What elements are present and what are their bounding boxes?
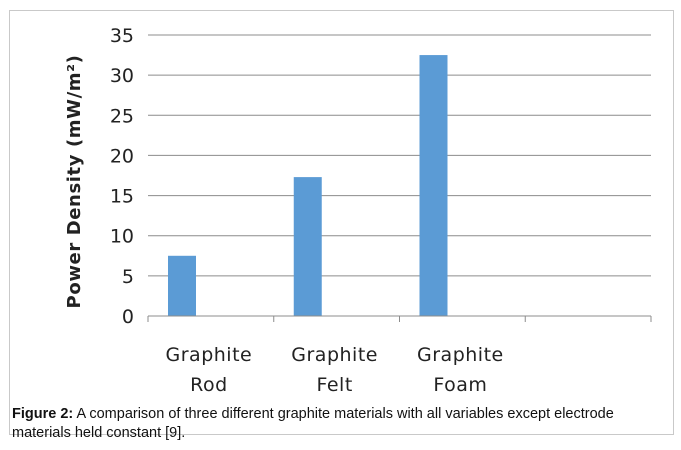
y-tick-label: 0 (122, 306, 134, 328)
x-tick-label: Graphite (291, 344, 378, 366)
y-tick-labels: 0 5 10 15 20 25 30 35 (110, 25, 134, 328)
bars (168, 55, 448, 316)
y-tick-label: 35 (110, 25, 134, 47)
bar-0 (168, 255, 196, 316)
figure-caption: Figure 2: A comparison of three differen… (12, 405, 667, 443)
axes (147, 315, 652, 322)
y-tick-label: 20 (110, 145, 134, 167)
caption-label: Figure 2: (12, 406, 74, 422)
y-axis-label: Power Density (mW/m²) (64, 55, 85, 309)
chart-frame (9, 10, 674, 435)
y-tick-label: 25 (110, 105, 134, 127)
y-tick-label: 30 (110, 65, 134, 87)
bar-2 (419, 55, 448, 316)
gridlines (148, 34, 651, 277)
y-tick-label: 5 (122, 266, 134, 288)
x-tick-labels: Graphite Rod Graphite Felt Graphite Foam (166, 344, 504, 396)
x-tick-label: Rod (190, 374, 228, 396)
x-tick-label: Felt (316, 374, 352, 396)
bar-1 (293, 177, 322, 316)
y-tick-label: 10 (110, 226, 134, 248)
y-tick-label: 15 (110, 186, 134, 208)
x-tick-label: Graphite (166, 344, 253, 366)
caption-text: A comparison of three different graphite… (12, 406, 614, 441)
x-tick-label: Graphite (417, 344, 504, 366)
x-tick-label: Foam (433, 374, 487, 396)
